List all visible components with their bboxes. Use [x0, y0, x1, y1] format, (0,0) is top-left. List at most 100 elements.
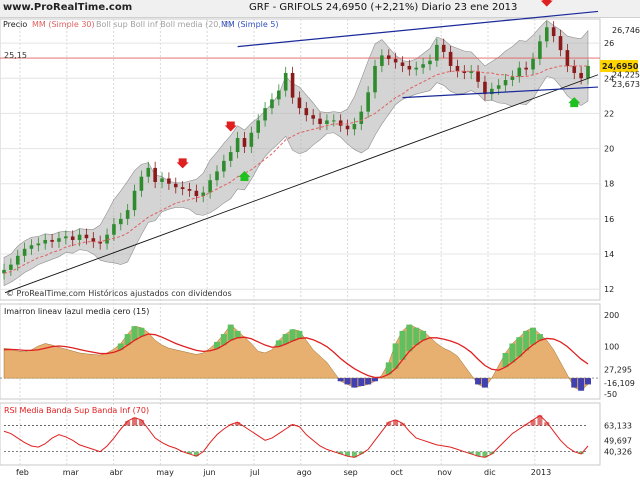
- candle-body: [173, 183, 178, 188]
- legend-bollinger: Boll sup Boll inf Boll media (20, 2): [96, 20, 232, 29]
- candle-body: [469, 71, 473, 73]
- candle-body: [441, 44, 446, 52]
- candle-body: [77, 234, 82, 240]
- rsi-line: [3, 414, 589, 458]
- candle-body: [428, 60, 432, 65]
- oscillator-tick: 100: [604, 343, 619, 352]
- candle-body: [544, 27, 549, 42]
- level-label: 25,15: [4, 51, 27, 60]
- candle-body: [558, 36, 563, 51]
- candle-body: [139, 176, 144, 191]
- candle-body: [380, 55, 384, 66]
- candle-body: [476, 71, 480, 82]
- channel-upper: [237, 10, 599, 48]
- oscillator-legend: Imarron lineav lazul media cero (15): [4, 307, 149, 316]
- candle-body: [64, 236, 68, 239]
- oscillator-value-label: 27,295: [604, 366, 632, 375]
- candle-body: [359, 111, 364, 124]
- x-tick-label: feb: [16, 468, 29, 477]
- candle-body: [510, 76, 515, 81]
- candle-body: [187, 189, 192, 191]
- right-price-label: 24,225: [612, 70, 640, 79]
- candle-body: [9, 264, 13, 270]
- last-price-label: 24,6950: [602, 62, 639, 71]
- candle-body: [531, 58, 535, 70]
- y-tick-label: 26: [604, 39, 614, 48]
- signal-line: [3, 333, 589, 379]
- arrow-up-icon: [238, 170, 251, 181]
- candle-body: [105, 234, 109, 244]
- last-price-tag: [600, 60, 638, 73]
- candle-body: [551, 27, 556, 37]
- right-price-label: 23,673: [612, 80, 640, 89]
- candle-body: [125, 210, 130, 219]
- candle-body: [318, 118, 322, 124]
- candle-body: [503, 80, 508, 86]
- rsi-value-label: 40,326: [604, 447, 632, 456]
- candle-body: [490, 88, 494, 95]
- candle-body: [366, 92, 370, 112]
- arrow-up-icon: [568, 97, 581, 108]
- y-tick-label: 20: [604, 145, 614, 154]
- candle-body: [235, 138, 240, 153]
- candle-body: [98, 241, 102, 244]
- site-label: www.ProRealTime.com: [3, 2, 133, 13]
- x-tick-label: ago: [297, 468, 312, 477]
- instrument-title: GRF - GRIFOLS 24,6950 (+2,21%) Diario 23…: [249, 2, 518, 13]
- candle-body: [496, 85, 501, 89]
- candle-body: [112, 224, 116, 235]
- watermark: © ProRealTime.com Históricos ajustados c…: [6, 288, 232, 298]
- candle-body: [311, 115, 315, 119]
- channel-lower: [402, 86, 599, 99]
- candle-body: [352, 123, 357, 130]
- x-tick-label: jul: [249, 468, 260, 477]
- candle-body: [50, 239, 54, 242]
- y-tick-label: 16: [604, 215, 614, 224]
- candle-body: [70, 236, 75, 240]
- long-trendline: [4, 74, 599, 294]
- candle-body: [338, 120, 343, 126]
- candle-body: [228, 152, 233, 161]
- candle-body: [345, 125, 350, 130]
- arrow-down-icon: [224, 121, 237, 132]
- oscillator-tick: -50: [604, 390, 617, 399]
- candle-body: [153, 167, 157, 182]
- y-tick-label: 14: [604, 250, 614, 259]
- candle-body: [2, 269, 6, 274]
- arrow-down-icon: [176, 158, 189, 169]
- candle-body: [297, 97, 302, 109]
- candle-body: [43, 239, 48, 244]
- candle-body: [325, 120, 329, 124]
- rsi-legend: RSI Media Banda Sup Banda Inf (70): [4, 406, 149, 415]
- chart-header: www.ProRealTime.com GRF - GRIFOLS 24,695…: [0, 0, 640, 18]
- candle-body: [36, 243, 41, 246]
- x-tick-label: abr: [110, 468, 124, 477]
- legend-ma30: MM (Simple 30): [32, 20, 95, 29]
- x-tick-label: may: [156, 468, 174, 477]
- candle-body: [256, 120, 261, 133]
- oscillator-tick: 200: [604, 311, 619, 320]
- candle-body: [524, 67, 528, 70]
- candle-body: [15, 255, 20, 265]
- candle-body: [160, 178, 164, 182]
- rsi-value-label: 49,697: [604, 437, 632, 446]
- candle-body: [215, 171, 219, 181]
- candle-body: [167, 178, 171, 184]
- arrow-down-icon: [540, 0, 553, 7]
- bollinger-band: [3, 19, 589, 287]
- candle-body: [565, 50, 570, 66]
- y-tick-label: 12: [604, 285, 614, 294]
- x-tick-label: oct: [390, 468, 402, 477]
- candle-body: [407, 65, 412, 70]
- candle-body: [421, 64, 425, 68]
- candle-body: [270, 99, 274, 109]
- x-tick-label: mar: [63, 468, 80, 477]
- candle-body: [304, 108, 309, 116]
- candle-body: [290, 72, 295, 98]
- candle-body: [146, 167, 151, 177]
- candle-body: [483, 81, 487, 95]
- candle-body: [572, 65, 577, 73]
- rsi-panel: [0, 402, 601, 466]
- candle-body: [277, 90, 281, 100]
